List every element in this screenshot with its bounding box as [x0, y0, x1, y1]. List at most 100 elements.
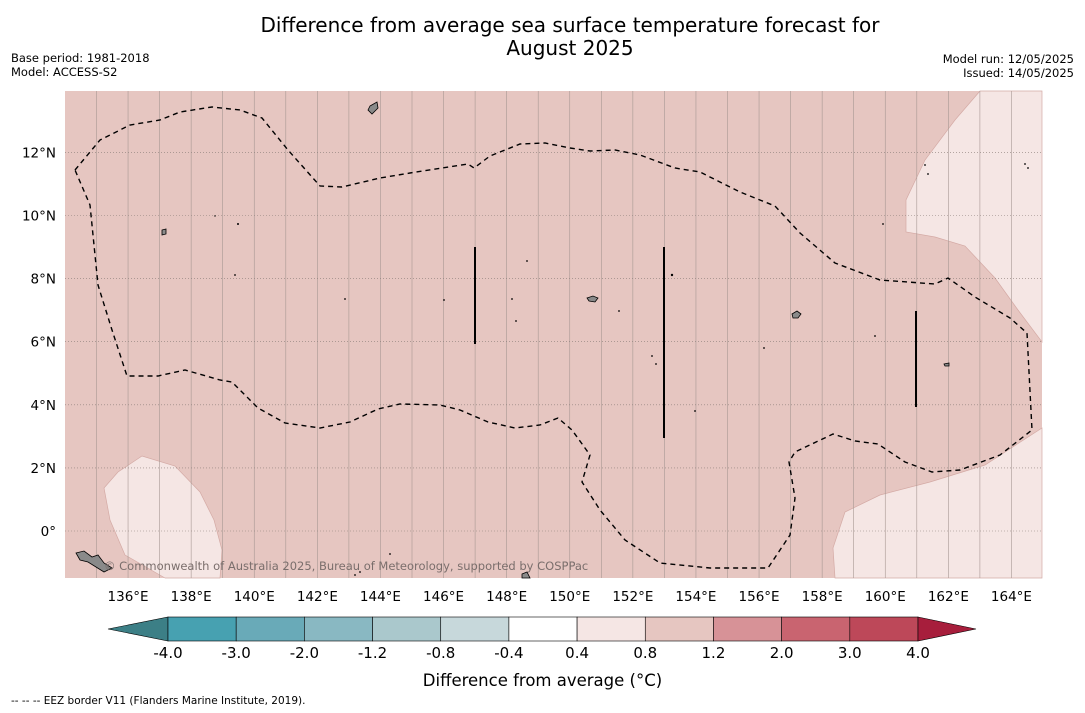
longitude-tick-label: 144°E [360, 589, 401, 605]
atoll-dot [344, 298, 346, 300]
island-west [161, 228, 167, 236]
model-info: Base period: 1981-2018 Model: ACCESS-S2 [11, 51, 150, 79]
longitude-labels: 136°E 138°E 140°E 142°E 144°E 146°E 148°E 150°E… [108, 589, 1032, 605]
latitude-tick-label: 0° [41, 524, 56, 540]
island-south [521, 571, 531, 579]
latitude-tick-label: 2°N [31, 461, 56, 477]
latitude-tick-label: 8°N [31, 272, 56, 288]
atoll-dot [1024, 163, 1026, 165]
model-name-text: Model: ACCESS-S2 [11, 65, 118, 79]
longitude-tick-label: 156°E [739, 589, 780, 605]
colorbar-segment [576, 616, 646, 642]
eez-footnote: -- -- -- EEZ border V11 (Flanders Marine… [11, 695, 306, 707]
longitude-tick-label: 142°E [297, 589, 338, 605]
island-png-coast [75, 550, 113, 573]
latitude-tick-label: 12°N [22, 145, 56, 161]
model-run-text: Model run: 12/05/2025 [942, 52, 1074, 66]
colorbar-high-extension [917, 616, 977, 642]
colorbar-segment [440, 616, 510, 642]
colorbar-tick: 3.0 [838, 644, 862, 662]
atoll-dot [1027, 167, 1029, 169]
colorbar-segment [644, 616, 714, 642]
map-title: Difference from average sea surface temp… [170, 14, 970, 60]
light-zone-northeast [905, 90, 1043, 344]
longitude-tick-label: 164°E [991, 589, 1032, 605]
colorbar [107, 616, 977, 642]
islands [75, 101, 950, 579]
colorbar-segment [781, 616, 851, 642]
time-series-markers [474, 247, 917, 438]
colorbar-label: Difference from average (°C) [422, 671, 663, 690]
colorbar-tick: 1.2 [702, 644, 726, 662]
colorbar-segment [235, 616, 305, 642]
colorbar-segment [167, 616, 237, 642]
light-zone-southwest [103, 455, 223, 579]
colorbar-tick: 0.8 [633, 644, 657, 662]
longitude-tick-label: 136°E [108, 589, 149, 605]
atoll-dot [511, 298, 513, 300]
atoll-dot [354, 574, 356, 576]
longitude-tick-label: 140°E [234, 589, 275, 605]
colorbar-tick: -2.0 [290, 644, 319, 662]
longitude-tick-label: 158°E [802, 589, 843, 605]
colorbar-segment [372, 616, 442, 642]
colorbar-tick: 4.0 [906, 644, 930, 662]
island-chuuk [586, 295, 599, 303]
atoll-dot [670, 273, 674, 277]
colorbar-tick-labels: -4.0 -3.0 -2.0 -1.2 -0.8 -0.4 0.4 0.8 1.2 2.0 3.0 4… [153, 644, 930, 662]
atoll-dot [389, 553, 391, 555]
run-info: Model run: 12/05/2025 Issued: 14/05/2025 [943, 52, 1074, 80]
longitude-tick-label: 152°E [612, 589, 653, 605]
atoll-dot [927, 173, 929, 175]
atoll-dot [651, 355, 653, 357]
atoll-dot [655, 363, 657, 365]
colorbar-segment [304, 616, 373, 642]
longitude-tick-label: 150°E [549, 589, 590, 605]
atolls [214, 163, 1029, 576]
base-period-text: Base period: 1981-2018 [11, 51, 150, 65]
atoll-dot [618, 310, 620, 312]
latitude-tick-label: 6°N [31, 335, 56, 351]
longitude-tick-label: 160°E [865, 589, 906, 605]
atoll-dot [237, 223, 239, 225]
title-line-1: Difference from average sea surface temp… [260, 13, 880, 37]
title-line-2: August 2025 [506, 36, 634, 60]
issued-text: Issued: 14/05/2025 [963, 66, 1074, 80]
latitude-labels: 12°N 10°N 8°N 6°N 4°N 2°N 0° [22, 145, 56, 540]
colorbar-tick: -0.8 [426, 644, 455, 662]
island-north [367, 101, 379, 115]
atoll-dot [763, 347, 765, 349]
latitude-tick-label: 4°N [31, 398, 56, 414]
colorbar-segment [508, 616, 578, 642]
longitude-tick-label: 154°E [675, 589, 716, 605]
atoll-dot [526, 260, 528, 262]
colorbar-tick: 2.0 [770, 644, 794, 662]
atoll-dot [443, 299, 445, 301]
atoll-dot [882, 223, 884, 225]
atoll-dot [214, 215, 216, 217]
colorbar-tick: -1.2 [358, 644, 387, 662]
colorbar-low-extension [107, 616, 169, 642]
longitude-tick-label: 146°E [423, 589, 464, 605]
island-kosrae [943, 362, 950, 367]
colorbar-segment [849, 616, 919, 642]
atoll-dot [924, 164, 926, 166]
atoll-dot [874, 335, 876, 337]
colorbar-tick: -0.4 [494, 644, 523, 662]
longitude-tick-label: 162°E [928, 589, 969, 605]
atoll-dot [234, 274, 236, 276]
atoll-dot [694, 410, 696, 412]
copyright-text: © Commonwealth of Australia 2025, Bureau… [104, 559, 588, 573]
island-pohnpei [791, 310, 802, 319]
colorbar-tick: -3.0 [222, 644, 251, 662]
eez-border [74, 106, 1033, 569]
colorbar-tick: -4.0 [153, 644, 182, 662]
latitude-tick-label: 10°N [22, 209, 56, 225]
longitude-tick-label: 138°E [171, 589, 212, 605]
longitude-tick-label: 148°E [486, 589, 527, 605]
colorbar-segment [713, 616, 782, 642]
colorbar-tick: 0.4 [565, 644, 589, 662]
atoll-dot [359, 571, 361, 573]
atoll-dot [515, 320, 517, 322]
